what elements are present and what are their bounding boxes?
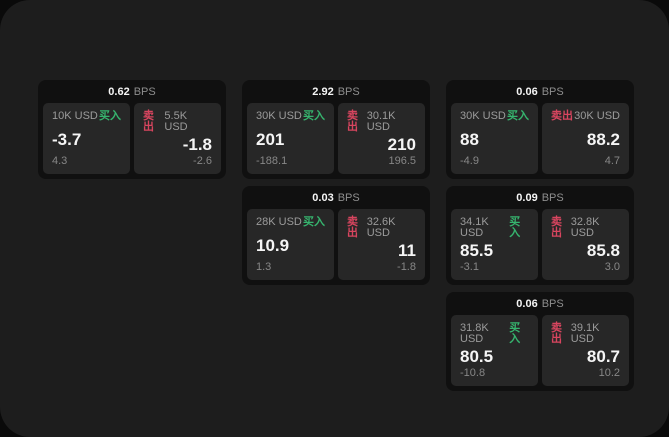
buy-amount: 31.8K USD xyxy=(460,322,489,345)
buy-price: 201 xyxy=(256,129,285,149)
quote-card: 0.06 BPS 31.8K USD 买入 80.5 -10.8 卖出 39.1… xyxy=(446,292,634,391)
bps-unit-label: BPS xyxy=(541,85,564,98)
bps-value: 0.09 xyxy=(516,191,538,204)
sell-tile[interactable]: 卖出 30K USD 88.2 4.7 xyxy=(542,103,629,174)
sell-amount: 30K USD xyxy=(574,110,620,122)
buy-change: -3.1 xyxy=(460,261,479,273)
sell-amount: 32.8K USD xyxy=(570,216,600,239)
sell-label: 卖出 xyxy=(347,216,358,239)
bps-value: 0.06 xyxy=(516,297,538,310)
buy-tile[interactable]: 30K USD 买入 201 -188.1 xyxy=(247,103,334,174)
sell-price: 80.7 xyxy=(586,347,620,366)
sell-tile[interactable]: 卖出 32.6K USD 11 -1.8 xyxy=(338,209,425,280)
sell-label: 卖出 xyxy=(551,110,573,122)
buy-label: 买入 xyxy=(303,216,325,228)
buy-change: 1.3 xyxy=(256,261,272,273)
buy-label: 买入 xyxy=(509,322,521,345)
buy-tile[interactable]: 28K USD 买入 10.9 1.3 xyxy=(247,209,334,280)
sell-amount: 39.1K USD xyxy=(570,322,600,345)
sell-change: -2.6 xyxy=(193,155,212,167)
sell-amount: 32.6K USD xyxy=(366,216,396,239)
bps-value: 0.62 xyxy=(108,85,130,98)
sell-amount: 5.5K USD xyxy=(164,110,188,133)
sell-change: 196.5 xyxy=(388,155,416,167)
sell-change: 4.7 xyxy=(604,155,620,167)
bps-value: 2.92 xyxy=(312,85,334,98)
card-header: 0.62 BPS xyxy=(43,80,221,103)
bps-unit-label: BPS xyxy=(337,85,360,98)
buy-change: -10.8 xyxy=(460,367,486,379)
sell-label: 卖出 xyxy=(551,322,562,345)
buy-tile[interactable]: 31.8K USD 买入 80.5 -10.8 xyxy=(451,315,538,386)
sell-change: -1.8 xyxy=(397,261,416,273)
quote-card: 0.09 BPS 34.1K USD 买入 85.5 -3.1 卖出 32.8K… xyxy=(446,186,634,285)
bps-unit-label: BPS xyxy=(337,191,360,204)
sell-change: 3.0 xyxy=(604,261,620,273)
bps-unit-label: BPS xyxy=(133,85,156,98)
buy-tile[interactable]: 10K USD 买入 -3.7 4.3 xyxy=(43,103,130,174)
sell-price: -1.8 xyxy=(182,135,212,154)
buy-label: 买入 xyxy=(509,216,521,239)
sell-price: 210 xyxy=(387,135,416,154)
buy-amount: 34.1K USD xyxy=(460,216,489,239)
card-header: 0.06 BPS xyxy=(451,80,629,103)
card-header: 0.03 BPS xyxy=(247,186,425,209)
bps-value: 0.03 xyxy=(312,191,334,204)
buy-label: 买入 xyxy=(507,110,529,122)
card-header: 2.92 BPS xyxy=(247,80,425,103)
bps-unit-label: BPS xyxy=(541,191,564,204)
buy-tile[interactable]: 34.1K USD 买入 85.5 -3.1 xyxy=(451,209,538,280)
buy-change: 4.3 xyxy=(52,155,68,167)
card-header: 0.06 BPS xyxy=(451,292,629,315)
buy-amount: 30K USD xyxy=(256,110,302,122)
sell-tile[interactable]: 卖出 32.8K USD 85.8 3.0 xyxy=(542,209,629,280)
sell-label: 卖出 xyxy=(347,110,358,133)
buy-label: 买入 xyxy=(99,110,121,122)
sell-tile[interactable]: 卖出 39.1K USD 80.7 10.2 xyxy=(542,315,629,386)
buy-amount: 28K USD xyxy=(256,216,302,228)
buy-tile[interactable]: 30K USD 买入 88 -4.9 xyxy=(451,103,538,174)
quote-grid: 0.62 BPS 10K USD 买入 -3.7 4.3 卖出 5.5K USD xyxy=(38,80,634,391)
quote-card: 0.62 BPS 10K USD 买入 -3.7 4.3 卖出 5.5K USD xyxy=(38,80,226,179)
sell-label: 卖出 xyxy=(551,216,562,239)
sell-change: 10.2 xyxy=(598,367,620,379)
buy-change: -4.9 xyxy=(460,155,479,167)
quote-card: 0.03 BPS 28K USD 买入 10.9 1.3 卖出 32.6K US… xyxy=(242,186,430,285)
buy-amount: 30K USD xyxy=(460,110,506,122)
sell-amount: 30.1K USD xyxy=(366,110,396,133)
buy-change: -188.1 xyxy=(256,155,288,167)
buy-amount: 10K USD xyxy=(52,110,98,122)
quote-card: 2.92 BPS 30K USD 买入 201 -188.1 卖出 30.1K … xyxy=(242,80,430,179)
card-header: 0.09 BPS xyxy=(451,186,629,209)
sell-tile[interactable]: 卖出 5.5K USD -1.8 -2.6 xyxy=(134,103,221,174)
sell-label: 卖出 xyxy=(143,110,154,133)
sell-price: 85.8 xyxy=(586,241,620,260)
quote-card: 0.06 BPS 30K USD 买入 88 -4.9 卖出 30K USD xyxy=(446,80,634,179)
sell-price: 11 xyxy=(398,241,416,260)
bps-unit-label: BPS xyxy=(541,297,564,310)
buy-price: 88 xyxy=(460,129,479,149)
bps-value: 0.06 xyxy=(516,85,538,98)
sell-tile[interactable]: 卖出 30.1K USD 210 196.5 xyxy=(338,103,425,174)
buy-price: -3.7 xyxy=(52,129,82,149)
sell-price: 88.2 xyxy=(586,129,620,149)
buy-price: 85.5 xyxy=(460,241,494,260)
buy-label: 买入 xyxy=(303,110,325,122)
buy-price: 80.5 xyxy=(460,347,494,366)
buy-price: 10.9 xyxy=(256,235,290,255)
